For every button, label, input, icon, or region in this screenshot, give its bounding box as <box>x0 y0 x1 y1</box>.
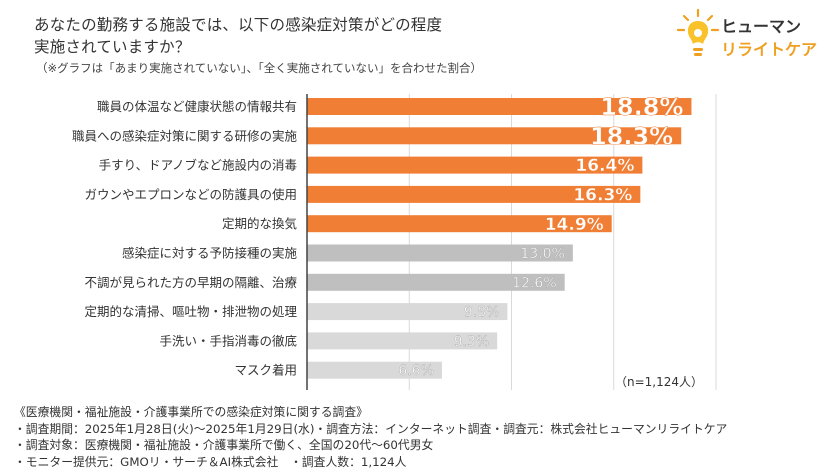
bar <box>307 127 682 145</box>
footer-line: ・調査対象：医療機関・福祉施設・介護事業所で働く、全国の20代～60代男女 <box>14 438 434 452</box>
category-label: 不調が見られた方の早期の隔離、治療 <box>84 275 297 290</box>
bar <box>307 215 612 233</box>
bar <box>307 244 573 262</box>
data-label: 14.9% <box>545 215 604 235</box>
footer-line: ・モニター提供元：GMOリ・サーチ＆AI株式会社 ・調査人数：1,124人 <box>14 454 407 469</box>
category-label: 職員の体温など健康状態の情報共有 <box>97 99 297 114</box>
category-label: ガウンやエプロンなどの防護具の使用 <box>84 187 297 202</box>
chart-subtitle: （※グラフは「あまり実施されていない」、「全く実施されていない」を合わせた割合） <box>36 61 482 75</box>
category-label: 手洗い・手指消毒の徹底 <box>159 333 297 348</box>
bar-chart: 職員の体温など健康状態の情報共有 18.8% 職員への感染症対策に関する研修の実施 1… <box>72 93 717 390</box>
sample-size-note: （n=1,124人） <box>615 375 704 389</box>
logo-text-line1: ヒューマン <box>721 17 802 36</box>
lightbulb-icon <box>676 8 720 56</box>
category-label: 感染症に対する予防接種の実施 <box>122 246 298 261</box>
data-label: 9.3% <box>454 334 490 350</box>
data-label: 18.3% <box>590 122 673 150</box>
category-label: 職員への感染症対策に関する研修の実施 <box>72 128 298 143</box>
data-label: 18.8% <box>600 93 683 121</box>
bar <box>307 156 643 174</box>
title-line-2: 実施されていますか？ <box>34 38 191 56</box>
data-label: 6.6% <box>398 363 434 379</box>
survey-footer: 《医療機関・福祉施設・介護事業所での感染症対策に関する調査》 ・調査期間：202… <box>14 404 727 470</box>
data-label: 9.8% <box>464 305 500 321</box>
bar <box>307 332 498 350</box>
bar <box>307 273 565 291</box>
bar <box>307 303 508 321</box>
bar <box>307 98 692 115</box>
category-label: 定期的な清掃、嘔吐物・排泄物の処理 <box>84 304 297 319</box>
bar <box>307 185 641 203</box>
chart-title: あなたの勤務する施設では、以下の感染症対策がどの程度 実施されていますか？ <box>34 14 442 58</box>
logo-text-line2: リライトケア <box>721 40 818 59</box>
footer-line: 《医療機関・福祉施設・介護事業所での感染症対策に関する調査》 <box>14 405 368 419</box>
title-line-1: あなたの勤務する施設では、以下の感染症対策がどの程度 <box>34 16 443 34</box>
data-label: 16.3% <box>573 186 632 206</box>
bar <box>307 361 442 379</box>
category-label: 定期的な換気 <box>222 216 297 231</box>
footer-line: ・調査期間：2025年1月28日(火)～2025年1月29日(水)・調査方法：イ… <box>14 421 728 436</box>
data-label: 13.0% <box>520 246 564 262</box>
category-label: マスク着用 <box>234 363 297 378</box>
brand-logo: ヒューマン リライトケア <box>676 6 826 64</box>
data-label: 16.4% <box>575 156 634 176</box>
data-label: 12.6% <box>512 275 556 291</box>
category-label: 手すり、ドアノブなど施設内の消毒 <box>99 158 297 173</box>
